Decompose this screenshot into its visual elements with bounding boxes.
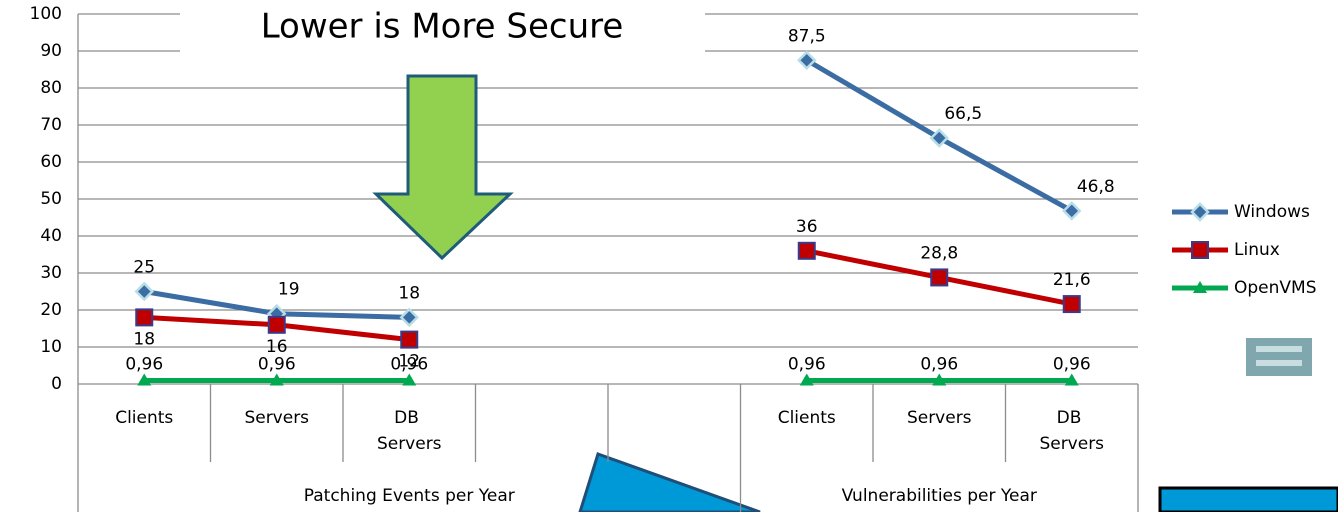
- marker: [1190, 202, 1210, 222]
- y-tick-label: 60: [40, 152, 62, 172]
- data-label: 0,96: [1053, 354, 1091, 374]
- data-label: 0,96: [125, 354, 163, 374]
- marker: [399, 307, 420, 328]
- y-tick-label: 10: [40, 337, 62, 357]
- data-label: 19: [278, 280, 300, 300]
- marker: [269, 373, 284, 386]
- marker: [402, 373, 417, 386]
- marker: [1064, 373, 1079, 386]
- marker: [799, 373, 814, 386]
- data-label: 0,96: [788, 354, 826, 374]
- marker: [932, 373, 947, 386]
- x-tick-label: Clients: [115, 408, 173, 428]
- marker: [797, 241, 816, 260]
- y-tick-label: 70: [40, 115, 62, 135]
- data-label: 28,8: [920, 243, 958, 263]
- marker: [137, 373, 152, 386]
- marker: [930, 268, 949, 287]
- marker: [134, 281, 155, 302]
- x-tick-label: DB Servers: [377, 408, 442, 454]
- decor-box: [1158, 486, 1338, 512]
- data-label: 0,96: [920, 354, 958, 374]
- x-tick-label: Clients: [778, 408, 836, 428]
- y-tick-label: 30: [40, 263, 62, 283]
- icon: [1246, 338, 1312, 376]
- y-tick-label: 100: [30, 4, 62, 24]
- marker: [400, 330, 419, 349]
- chart-title: Lower is More Secure: [261, 7, 624, 47]
- marker: [1193, 281, 1207, 293]
- data-label: 25: [133, 258, 155, 278]
- data-label: 46,8: [1077, 177, 1115, 197]
- data-label: 12: [398, 352, 420, 372]
- data-label: 16: [266, 337, 288, 357]
- icon-bar: [1256, 346, 1302, 352]
- data-label: 18: [398, 283, 420, 303]
- legend-label: Windows: [1234, 202, 1310, 222]
- legend-label: OpenVMS: [1234, 278, 1317, 298]
- y-tick-label: 40: [40, 226, 62, 246]
- y-tick-label: 0: [51, 374, 62, 394]
- y-tick-label: 50: [40, 189, 62, 209]
- legend-label: Linux: [1234, 240, 1280, 260]
- y-tick-label: 20: [40, 300, 62, 320]
- marker: [135, 308, 154, 327]
- data-label: 18: [133, 329, 155, 349]
- data-label: 0,96: [390, 354, 428, 374]
- decor-shape: [578, 452, 761, 512]
- data-label: 36: [796, 217, 818, 237]
- group-label: Patching Events per Year: [304, 486, 515, 506]
- x-tick-label: DB Servers: [1039, 408, 1104, 454]
- icon-bar: [1256, 360, 1302, 366]
- marker: [267, 315, 286, 334]
- down-arrow: [372, 74, 514, 261]
- data-label: 21,6: [1053, 270, 1091, 290]
- marker: [1062, 295, 1081, 314]
- data-label: 66,5: [944, 104, 982, 124]
- data-label: 87,5: [788, 26, 826, 46]
- title-box: [180, 0, 705, 56]
- marker: [796, 50, 817, 71]
- marker: [1061, 201, 1082, 221]
- grid: [78, 13, 1138, 385]
- group-label: Vulnerabilities per Year: [842, 486, 1037, 506]
- marker: [929, 128, 950, 148]
- legend-icon: [1246, 338, 1312, 376]
- y-tick-label: 80: [40, 78, 62, 98]
- x-tick-label: Servers: [907, 408, 972, 428]
- y-tick-label: 90: [40, 41, 62, 61]
- data-label: 0,96: [258, 354, 296, 374]
- x-tick-label: Servers: [244, 408, 309, 428]
- marker: [1191, 241, 1209, 259]
